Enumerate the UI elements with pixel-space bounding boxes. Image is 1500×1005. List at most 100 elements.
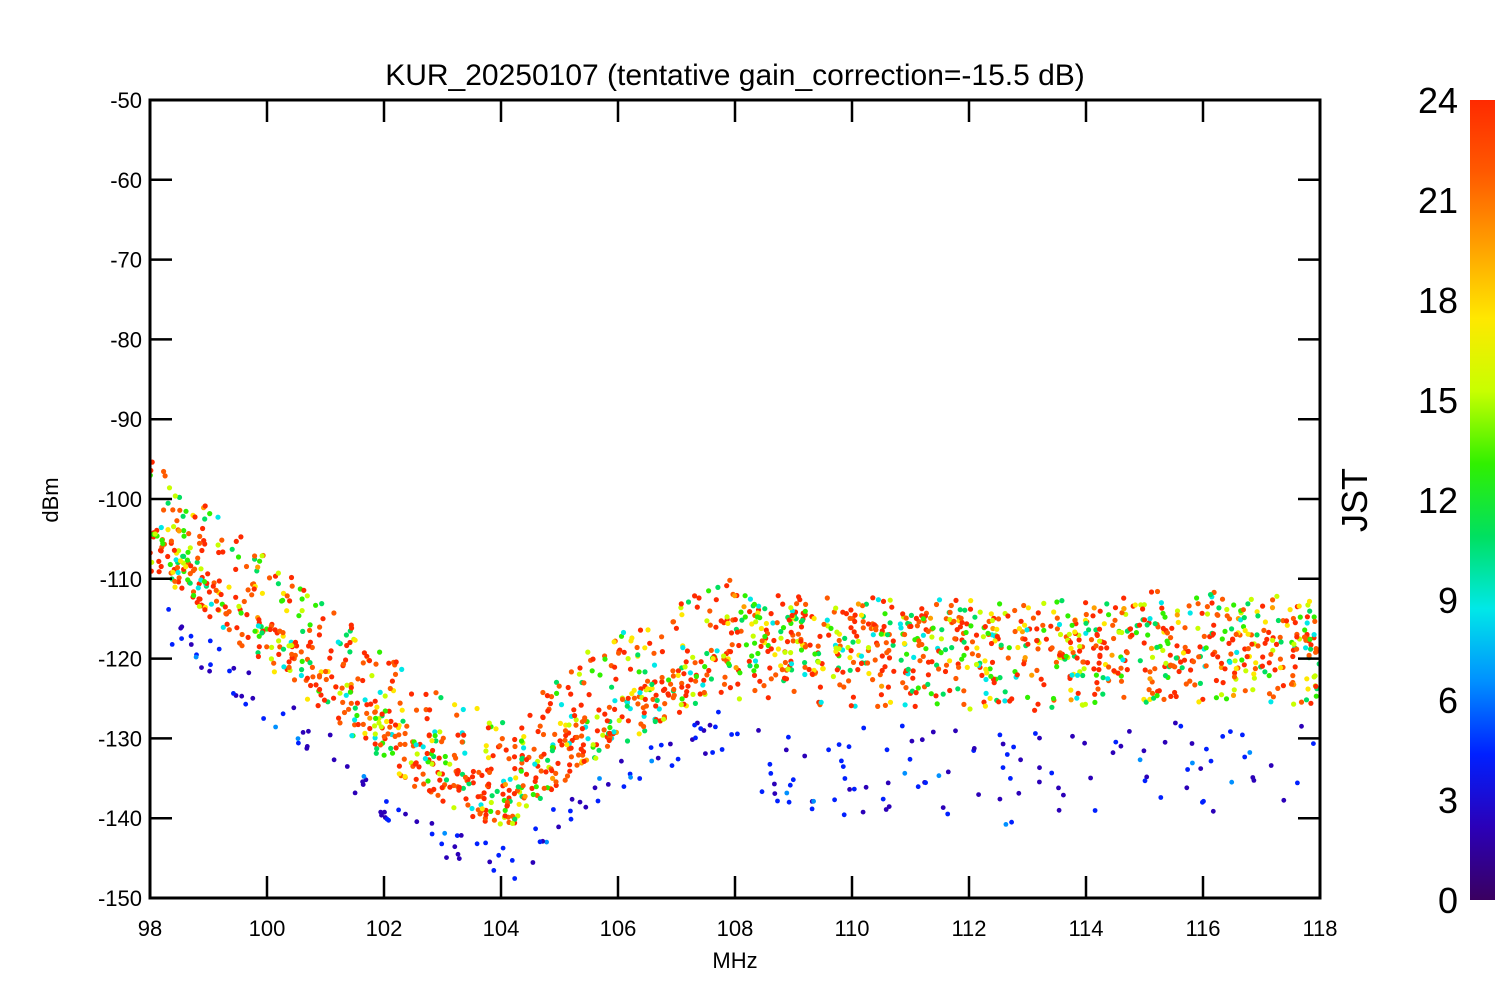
data-point — [1197, 644, 1203, 650]
data-point — [1311, 632, 1317, 638]
data-point — [377, 649, 383, 655]
data-point — [820, 666, 826, 672]
data-point — [343, 692, 349, 698]
colorbar-tick-label: 9 — [1438, 580, 1458, 621]
data-point — [761, 683, 767, 689]
data-point — [352, 717, 358, 723]
data-point — [408, 691, 415, 697]
data-point — [527, 712, 533, 718]
data-point — [983, 690, 989, 697]
data-point — [327, 655, 333, 661]
data-point — [352, 790, 358, 796]
data-point — [276, 651, 282, 658]
data-point — [789, 612, 795, 619]
data-point — [655, 755, 661, 761]
data-point — [161, 468, 167, 475]
data-point — [770, 620, 776, 626]
data-point — [440, 735, 446, 741]
data-point — [469, 774, 476, 780]
data-point — [1245, 646, 1251, 652]
data-point — [1012, 628, 1018, 635]
data-point — [286, 659, 292, 665]
data-point — [382, 693, 388, 699]
data-point — [885, 684, 892, 690]
data-point — [1175, 619, 1181, 626]
data-point — [266, 575, 273, 581]
data-point — [1188, 667, 1194, 673]
data-point — [237, 640, 243, 646]
data-point — [1035, 610, 1041, 616]
data-point — [872, 626, 879, 632]
x-tick-label: 108 — [717, 916, 754, 941]
data-point — [903, 615, 909, 621]
data-point — [1072, 617, 1078, 623]
data-point — [574, 734, 580, 740]
data-point — [341, 709, 348, 716]
data-point — [564, 773, 571, 779]
data-point — [679, 680, 685, 687]
data-point — [559, 742, 565, 748]
data-point — [1308, 700, 1314, 706]
data-point — [604, 718, 610, 724]
data-point — [786, 799, 792, 805]
data-point — [620, 629, 627, 636]
data-point — [1218, 660, 1225, 666]
data-point — [202, 607, 208, 613]
data-point — [929, 634, 935, 640]
data-point — [852, 612, 858, 618]
data-point — [1018, 757, 1023, 763]
data-point — [396, 763, 402, 769]
data-point — [602, 711, 608, 717]
data-point — [207, 668, 213, 674]
data-point — [515, 784, 521, 790]
data-point — [1230, 692, 1237, 699]
data-point — [455, 732, 461, 738]
data-point — [518, 768, 524, 774]
data-point — [562, 728, 569, 734]
data-point — [848, 607, 854, 613]
data-point — [1290, 615, 1296, 622]
data-point — [1210, 808, 1216, 814]
data-point — [1068, 645, 1074, 651]
data-point — [1056, 621, 1063, 628]
data-point — [985, 630, 991, 636]
data-point — [544, 839, 549, 845]
data-point — [956, 664, 962, 670]
data-point — [239, 693, 245, 699]
data-point — [1294, 646, 1300, 652]
y-tick-label: -100 — [98, 487, 142, 512]
data-point — [934, 662, 940, 668]
data-point — [1136, 622, 1143, 628]
data-point — [1118, 665, 1124, 671]
data-point — [1083, 600, 1089, 606]
data-point — [817, 633, 823, 640]
data-point — [790, 777, 796, 783]
data-point — [659, 679, 665, 685]
data-point — [961, 701, 967, 708]
data-point — [509, 858, 515, 863]
data-point — [1255, 643, 1261, 649]
data-point — [284, 608, 290, 614]
data-point — [662, 701, 668, 707]
data-point — [1308, 646, 1314, 652]
data-point — [287, 598, 293, 604]
data-point — [1224, 606, 1230, 613]
data-point — [662, 686, 668, 692]
data-point — [229, 546, 235, 552]
data-point — [1000, 765, 1006, 770]
data-point — [1291, 641, 1297, 647]
data-point — [362, 697, 368, 703]
data-point — [692, 660, 698, 666]
data-point — [855, 601, 862, 607]
data-point — [890, 638, 896, 644]
data-point — [772, 791, 778, 796]
data-point — [304, 744, 310, 749]
data-point — [377, 689, 383, 696]
data-point — [535, 728, 541, 735]
data-point — [1016, 626, 1023, 632]
data-point — [1311, 741, 1316, 746]
data-point — [543, 769, 549, 775]
data-point — [323, 676, 329, 683]
data-point — [953, 728, 958, 734]
data-point — [413, 776, 419, 782]
